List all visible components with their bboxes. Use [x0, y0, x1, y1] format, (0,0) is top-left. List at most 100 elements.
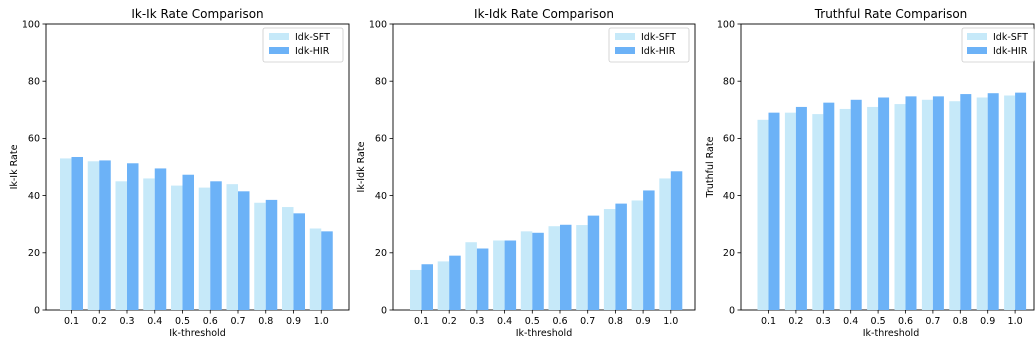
bar-idk-sft-0.2 — [437, 261, 450, 310]
y-axis-label: Ik-Ik Rate — [9, 144, 20, 189]
x-tick-label: 0.8 — [258, 316, 273, 327]
bar-idk-sft-0.5 — [171, 185, 183, 310]
legend-label-idk-hir: Idk-HIR — [295, 46, 330, 57]
x-tick-label: 0.6 — [552, 316, 567, 327]
bar-idk-hir-0.2 — [449, 255, 461, 310]
bar-idk-sft-0.1 — [410, 269, 422, 310]
y-tick-label: 80 — [723, 77, 735, 88]
bar-idk-sft-0.3 — [812, 114, 824, 310]
bar-idk-hir-1.0 — [321, 231, 333, 310]
plot-area — [45, 23, 350, 311]
bar-idk-hir-0.3 — [476, 248, 489, 310]
x-tick-label: 0.4 — [497, 316, 512, 327]
bar-idk-hir-0.4 — [154, 168, 167, 310]
bar-idk-hir-0.4 — [504, 240, 517, 310]
bar-idk-hir-0.6 — [560, 224, 572, 310]
x-tick-label: 0.2 — [92, 316, 107, 327]
bar-idk-sft-0.8 — [254, 202, 266, 310]
x-tick-label: 0.4 — [147, 316, 162, 327]
bar-idk-hir-0.1 — [768, 112, 780, 310]
bar-idk-hir-0.4 — [850, 99, 862, 310]
bar-idk-hir-0.1 — [421, 264, 433, 310]
x-tick-label: 1.0 — [314, 316, 329, 327]
bar-idk-hir-0.9 — [987, 93, 999, 311]
bar-idk-sft-0.3 — [465, 242, 477, 310]
bar-idk-sft-0.8 — [603, 209, 616, 310]
legend-label-idk-sft: Idk-SFT — [295, 32, 330, 43]
legend-swatch-idk-sft — [967, 33, 987, 40]
y-axis-label: Ik-Idk Rate — [356, 141, 367, 192]
legend-swatch-idk-hir — [967, 47, 987, 54]
bar-idk-sft-0.6 — [548, 226, 560, 310]
y-tick-label: 60 — [723, 134, 735, 145]
x-tick-label: 0.3 — [119, 316, 134, 327]
bar-idk-hir-0.6 — [210, 181, 222, 310]
bar-idk-hir-0.2 — [99, 160, 111, 310]
bar-idk-sft-1.0 — [309, 228, 322, 310]
y-tick-label: 0 — [381, 305, 387, 316]
x-tick-label: 0.3 — [469, 316, 484, 327]
bar-idk-sft-0.1 — [757, 119, 769, 310]
bar-idk-sft-0.2 — [784, 112, 796, 310]
bar-idk-hir-0.6 — [905, 96, 917, 310]
chart-title: Truthful Rate Comparison — [814, 7, 968, 21]
chart-title: Ik-Ik Rate Comparison — [131, 7, 263, 21]
x-tick-label: 0.2 — [788, 316, 803, 327]
bar-idk-hir-0.8 — [615, 203, 627, 310]
y-tick-label: 40 — [723, 191, 735, 202]
bar-idk-hir-0.7 — [932, 96, 944, 310]
bar-idk-sft-0.6 — [894, 104, 906, 310]
y-tick-label: 0 — [729, 305, 735, 316]
x-tick-label: 0.9 — [286, 316, 301, 327]
bar-idk-sft-0.7 — [576, 225, 588, 310]
x-tick-label: 0.9 — [980, 316, 995, 327]
bar-idk-hir-0.7 — [587, 215, 600, 310]
bar-idk-sft-0.3 — [115, 181, 127, 310]
y-axis-label: Truthful Rate — [705, 136, 716, 198]
bar-idk-sft-1.0 — [659, 178, 671, 310]
bar-idk-hir-0.3 — [823, 102, 835, 311]
bar-idk-hir-0.8 — [960, 94, 972, 310]
x-tick-label: 0.6 — [898, 316, 913, 327]
bar-idk-hir-0.5 — [532, 232, 544, 310]
bar-idk-hir-0.1 — [71, 156, 83, 310]
bar-idk-sft-0.9 — [282, 207, 294, 310]
bar-idk-hir-0.2 — [795, 106, 807, 310]
x-tick-label: 0.3 — [816, 316, 831, 327]
bar-idk-sft-0.9 — [976, 97, 988, 310]
x-tick-label: 0.6 — [203, 316, 218, 327]
x-tick-label: 0.1 — [414, 316, 429, 327]
chart-panel-ik-ik: Ik-Ik Rate Comparison Ik-threshold Ik-Ik… — [9, 7, 350, 339]
x-tick-label: 0.8 — [608, 316, 623, 327]
legend-label-idk-sft: Idk-SFT — [993, 32, 1028, 43]
chart-panel-ik-idk: Ik-Idk Rate Comparison Ik-threshold Ik-I… — [356, 7, 696, 339]
legend-label-idk-hir: Idk-HIR — [993, 46, 1028, 57]
bar-idk-sft-1.0 — [1004, 95, 1016, 310]
y-tick-label: 0 — [34, 305, 40, 316]
legend-label-idk-sft: Idk-SFT — [641, 32, 676, 43]
x-tick-label: 0.1 — [761, 316, 776, 327]
y-tick-label: 40 — [375, 191, 387, 202]
x-tick-label: 0.7 — [925, 316, 940, 327]
y-tick-label: 80 — [375, 77, 387, 88]
x-axis-label: Ik-threshold — [863, 328, 919, 339]
legend-swatch-idk-sft — [269, 33, 289, 40]
legend-label-idk-hir: Idk-HIR — [641, 46, 676, 57]
x-axis-label: Ik-threshold — [169, 328, 225, 339]
legend-swatch-idk-hir — [615, 47, 635, 54]
y-tick-label: 40 — [28, 191, 40, 202]
bar-idk-hir-0.5 — [878, 97, 890, 310]
bar-idk-sft-0.7 — [226, 184, 238, 310]
y-tick-label: 20 — [375, 248, 387, 259]
x-tick-label: 1.0 — [1008, 316, 1023, 327]
bar-idk-hir-0.7 — [238, 191, 250, 310]
x-tick-label: 0.7 — [580, 316, 595, 327]
x-tick-label: 0.5 — [175, 316, 190, 327]
bar-idk-hir-0.9 — [293, 213, 305, 310]
bar-idk-sft-0.7 — [921, 99, 933, 310]
bar-idk-sft-0.4 — [143, 178, 155, 310]
legend: Idk-SFT Idk-HIR — [608, 27, 690, 63]
bar-idk-hir-1.0 — [1015, 92, 1027, 310]
bar-idk-sft-0.5 — [520, 231, 533, 310]
x-tick-label: 1.0 — [663, 316, 678, 327]
